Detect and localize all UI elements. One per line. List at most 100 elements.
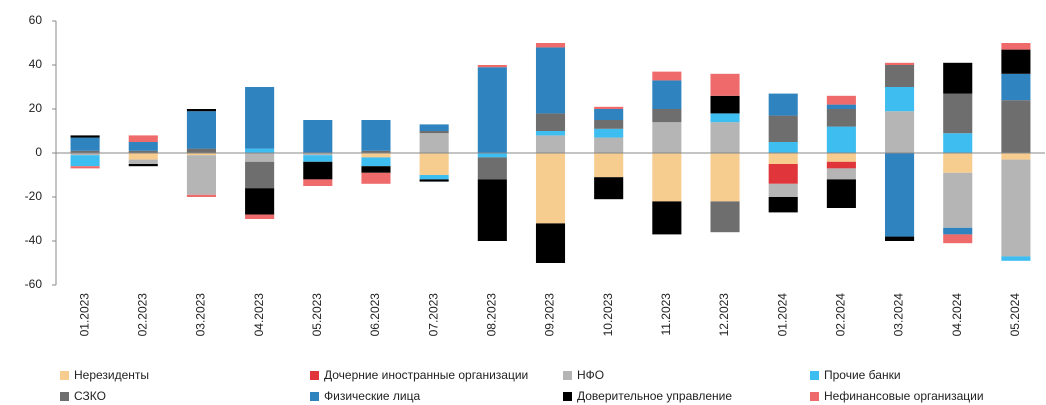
bar-segment bbox=[535, 153, 566, 224]
bar-segment bbox=[943, 62, 973, 94]
x-tick-label: 10.2023 bbox=[601, 293, 615, 337]
bar-segment bbox=[128, 135, 158, 142]
bar-segment bbox=[477, 179, 507, 241]
bar-segment bbox=[652, 201, 682, 235]
bar-segment bbox=[652, 153, 682, 202]
bar-segment bbox=[594, 106, 624, 109]
x-tick-label: 03.2024 bbox=[892, 293, 906, 337]
bar-segment bbox=[826, 126, 856, 153]
bar-segment bbox=[826, 109, 856, 127]
bar-segment bbox=[826, 179, 856, 208]
legend-swatch bbox=[310, 371, 319, 380]
bar-segment bbox=[594, 128, 624, 138]
bar-segment bbox=[826, 153, 856, 162]
bar-segment bbox=[943, 93, 973, 134]
bar-segment bbox=[70, 153, 100, 156]
x-tick-label: 12.2023 bbox=[717, 293, 731, 337]
legend-label: Физические лица bbox=[324, 389, 420, 403]
bar-segment bbox=[245, 153, 275, 162]
bar-segment bbox=[710, 73, 740, 96]
legend-swatch bbox=[563, 371, 572, 380]
bar-segment bbox=[303, 153, 333, 156]
legend-label: Доверительное управление bbox=[577, 389, 732, 403]
bar-segment bbox=[535, 47, 566, 114]
bar-segment bbox=[768, 115, 798, 142]
bar-segment bbox=[303, 155, 333, 162]
bar-segment bbox=[1001, 256, 1031, 261]
bar-segment bbox=[245, 188, 275, 215]
bar-segment bbox=[361, 150, 391, 153]
legend-swatch bbox=[60, 371, 69, 380]
y-tick-label: -40 bbox=[25, 233, 43, 247]
bar-segment bbox=[128, 150, 158, 153]
bar-segment bbox=[70, 166, 100, 169]
bar-segment bbox=[768, 153, 798, 164]
bar-segment bbox=[710, 95, 740, 114]
y-tick-label: 40 bbox=[29, 57, 43, 71]
bar-segment bbox=[477, 67, 507, 153]
bar-segment bbox=[419, 133, 449, 153]
bar-segment bbox=[826, 168, 856, 180]
bar-segment bbox=[768, 183, 798, 197]
bar-segment bbox=[768, 164, 798, 184]
bar-segment bbox=[245, 214, 275, 219]
bar-segment bbox=[1001, 73, 1031, 101]
bar-segment bbox=[535, 131, 566, 136]
x-tick-label: 04.2024 bbox=[950, 293, 964, 337]
y-tick-label: 0 bbox=[35, 145, 42, 159]
legend-swatch bbox=[810, 392, 819, 401]
legend-swatch bbox=[563, 392, 572, 401]
x-tick-label: 07.2023 bbox=[426, 293, 440, 337]
y-tick-label: 20 bbox=[29, 101, 43, 115]
bar-segment bbox=[419, 131, 449, 134]
y-tick-label: -20 bbox=[25, 189, 43, 203]
bar-segment bbox=[594, 120, 624, 129]
bar-segment bbox=[535, 113, 566, 131]
x-tick-label: 02.2023 bbox=[135, 293, 149, 337]
x-tick-label: 05.2024 bbox=[1008, 293, 1022, 337]
bar-segment bbox=[594, 153, 624, 178]
bar-segment bbox=[419, 175, 449, 180]
bar-segment bbox=[419, 153, 449, 175]
bar-segment bbox=[1001, 159, 1031, 257]
bar-segment bbox=[361, 172, 391, 184]
legend-swatch bbox=[810, 371, 819, 380]
bar-segment bbox=[652, 80, 682, 109]
bar-segment bbox=[826, 161, 856, 169]
bar-segment bbox=[652, 71, 682, 81]
bar-segment bbox=[710, 113, 740, 123]
bar-segment bbox=[361, 120, 391, 151]
bar-segment bbox=[245, 161, 275, 189]
x-tick-label: 03.2023 bbox=[194, 293, 208, 337]
bar-segment bbox=[186, 148, 216, 153]
legend-label: Нефинансовые организации bbox=[824, 389, 984, 403]
bar-segment bbox=[245, 87, 275, 149]
bar-segment bbox=[943, 133, 973, 153]
legend-label: СЗКО bbox=[74, 389, 106, 403]
bar-segment bbox=[768, 93, 798, 116]
bar-segment bbox=[885, 236, 915, 241]
bar-segment bbox=[186, 194, 216, 197]
bar-segment bbox=[885, 62, 915, 65]
bar-segment bbox=[303, 179, 333, 186]
bar-segment bbox=[710, 122, 740, 153]
y-tick-label: -60 bbox=[25, 277, 43, 291]
bar-segment bbox=[419, 179, 449, 182]
bar-segment bbox=[128, 142, 158, 151]
bar-segment bbox=[943, 172, 973, 228]
bar-segment bbox=[594, 109, 624, 120]
bar-segment bbox=[826, 104, 856, 109]
x-tick-label: 09.2023 bbox=[543, 293, 557, 337]
bar-segment bbox=[768, 142, 798, 153]
legend-label: Нерезиденты bbox=[74, 368, 149, 382]
bar-segment bbox=[303, 161, 333, 180]
bar-segment bbox=[535, 223, 566, 263]
bar-segment bbox=[245, 148, 275, 153]
legend-label: НФО bbox=[577, 368, 604, 382]
bar-segment bbox=[128, 153, 158, 160]
x-tick-label: 05.2023 bbox=[310, 293, 324, 337]
y-tick-label: 60 bbox=[29, 13, 43, 27]
bar-segment bbox=[710, 153, 740, 202]
bar-segment bbox=[70, 155, 100, 167]
bar-segment bbox=[535, 43, 566, 48]
